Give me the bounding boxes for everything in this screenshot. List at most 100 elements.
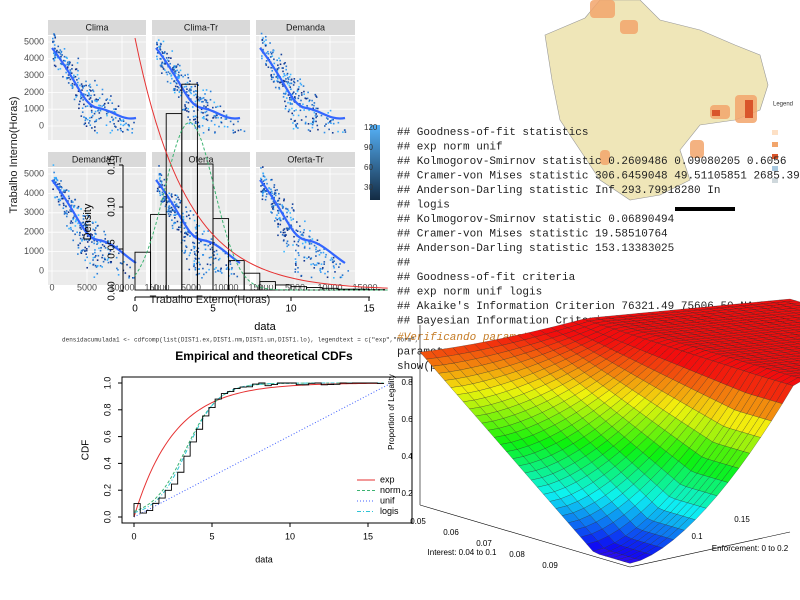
point xyxy=(116,245,118,248)
point xyxy=(60,180,62,182)
point xyxy=(261,195,264,197)
point xyxy=(283,199,285,202)
point xyxy=(114,125,116,128)
point xyxy=(289,98,291,101)
point xyxy=(84,249,86,252)
point xyxy=(52,40,54,43)
point xyxy=(290,118,292,121)
point xyxy=(319,271,322,273)
point xyxy=(70,84,72,87)
point xyxy=(195,273,198,276)
point xyxy=(84,222,87,225)
console-line: ## Kolmogorov-Smirnov statistic 0.260948… xyxy=(397,156,786,168)
point xyxy=(82,234,84,236)
point xyxy=(205,106,207,108)
point xyxy=(272,200,275,203)
point xyxy=(297,127,299,129)
point xyxy=(74,198,77,201)
point xyxy=(310,122,312,125)
point xyxy=(72,201,74,203)
point xyxy=(127,123,130,126)
point xyxy=(278,57,280,60)
point xyxy=(277,226,279,228)
point xyxy=(224,118,227,120)
point xyxy=(269,51,272,54)
console-line: ## Kolmogorov-Smirnov statistic 0.068904… xyxy=(397,214,675,226)
point xyxy=(294,268,297,271)
point xyxy=(161,72,163,74)
point xyxy=(194,122,197,124)
point xyxy=(119,127,122,130)
point xyxy=(277,203,279,205)
point xyxy=(265,52,268,54)
point xyxy=(315,246,318,249)
point xyxy=(206,104,209,107)
x-tick-label: 0.08 xyxy=(509,550,525,559)
console-line: ## exp norm unif xyxy=(397,141,503,153)
x-tick-label: 0 xyxy=(132,304,138,315)
x-tick-label: 15 xyxy=(363,304,375,315)
point xyxy=(175,82,178,85)
point xyxy=(270,66,272,69)
point xyxy=(287,227,289,230)
point xyxy=(96,265,99,267)
point xyxy=(265,60,268,62)
point xyxy=(68,76,70,79)
point xyxy=(329,120,332,122)
point xyxy=(300,94,303,96)
y-tick-label: 2000 xyxy=(24,87,44,97)
point xyxy=(266,182,268,185)
point xyxy=(66,213,68,215)
point xyxy=(57,68,60,71)
point xyxy=(61,197,63,199)
point xyxy=(88,245,90,248)
point xyxy=(206,263,209,266)
point xyxy=(229,260,231,263)
point xyxy=(279,59,281,62)
point xyxy=(163,184,166,187)
point xyxy=(171,68,174,71)
point xyxy=(198,257,200,260)
point xyxy=(107,102,110,104)
point xyxy=(84,246,87,249)
point xyxy=(209,90,212,93)
point xyxy=(156,187,159,190)
point xyxy=(290,224,292,227)
point xyxy=(291,107,293,110)
point xyxy=(191,123,194,125)
point xyxy=(305,115,307,118)
point xyxy=(193,262,196,265)
point xyxy=(314,93,317,96)
point xyxy=(89,97,92,99)
console-line: ## Anderson-Darling statistic 153.133830… xyxy=(397,243,674,255)
point xyxy=(86,94,89,97)
point xyxy=(53,176,56,179)
point xyxy=(158,186,161,188)
point xyxy=(62,202,65,205)
point xyxy=(109,99,111,101)
y-tick-label: 0 xyxy=(39,265,44,275)
point xyxy=(310,276,313,279)
point xyxy=(306,105,308,107)
point xyxy=(100,117,102,119)
point xyxy=(316,124,319,127)
point xyxy=(132,277,134,279)
y-tick-label: 3000 xyxy=(24,70,44,80)
point xyxy=(213,250,216,253)
point xyxy=(184,232,186,234)
point xyxy=(156,190,159,193)
point xyxy=(54,36,57,39)
point xyxy=(71,85,74,87)
point xyxy=(311,117,314,120)
point xyxy=(283,234,286,237)
point xyxy=(284,100,286,103)
point xyxy=(77,246,80,249)
point xyxy=(202,267,204,270)
point xyxy=(66,77,68,80)
point xyxy=(162,52,164,54)
point xyxy=(294,92,297,95)
point xyxy=(289,73,292,76)
point xyxy=(59,62,62,65)
point xyxy=(279,63,282,66)
point xyxy=(188,254,191,257)
